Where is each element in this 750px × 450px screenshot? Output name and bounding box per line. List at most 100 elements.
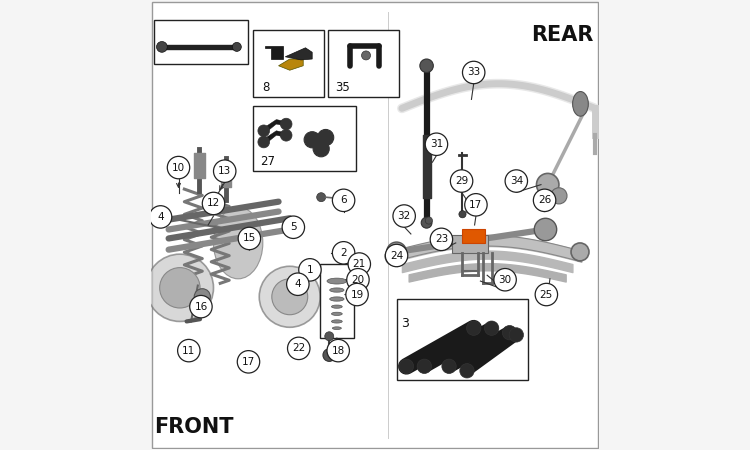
Circle shape — [386, 248, 404, 266]
Circle shape — [459, 211, 466, 218]
Circle shape — [160, 268, 200, 308]
Text: 4: 4 — [158, 212, 164, 222]
Text: 35: 35 — [335, 81, 350, 94]
Text: 17: 17 — [470, 200, 482, 210]
Circle shape — [288, 220, 298, 230]
Circle shape — [346, 269, 369, 291]
Circle shape — [484, 321, 499, 335]
Text: 5: 5 — [290, 222, 297, 232]
Circle shape — [282, 216, 304, 239]
Circle shape — [332, 189, 355, 212]
Text: 2: 2 — [340, 248, 347, 258]
Circle shape — [258, 125, 269, 137]
Circle shape — [280, 130, 292, 141]
Circle shape — [362, 51, 370, 60]
Text: 18: 18 — [332, 346, 345, 356]
Ellipse shape — [466, 198, 475, 202]
Circle shape — [167, 156, 190, 179]
Circle shape — [503, 325, 517, 340]
Ellipse shape — [332, 320, 342, 323]
Text: 12: 12 — [207, 198, 220, 208]
Text: 30: 30 — [499, 275, 512, 285]
Circle shape — [214, 160, 236, 182]
Circle shape — [238, 227, 260, 250]
Circle shape — [260, 266, 320, 327]
FancyBboxPatch shape — [328, 30, 399, 97]
Circle shape — [533, 189, 556, 212]
FancyBboxPatch shape — [152, 2, 598, 448]
Circle shape — [325, 332, 334, 341]
FancyBboxPatch shape — [253, 30, 324, 97]
Text: 20: 20 — [352, 275, 364, 285]
Text: REAR: REAR — [532, 25, 594, 45]
Circle shape — [194, 289, 210, 305]
Circle shape — [286, 273, 309, 296]
Ellipse shape — [332, 305, 342, 308]
Text: 27: 27 — [260, 155, 275, 167]
Text: 13: 13 — [218, 166, 231, 176]
Circle shape — [536, 284, 557, 306]
Ellipse shape — [327, 278, 346, 284]
Text: 21: 21 — [352, 259, 366, 269]
Circle shape — [323, 349, 335, 361]
Circle shape — [178, 339, 200, 362]
Circle shape — [146, 254, 214, 321]
Circle shape — [272, 279, 308, 315]
Text: 24: 24 — [390, 251, 404, 261]
Polygon shape — [262, 120, 287, 133]
Circle shape — [425, 133, 448, 155]
Circle shape — [149, 206, 172, 228]
Ellipse shape — [466, 210, 475, 213]
Circle shape — [280, 118, 292, 130]
Circle shape — [202, 192, 225, 215]
Text: 26: 26 — [538, 195, 551, 205]
Circle shape — [287, 337, 310, 360]
Text: 17: 17 — [242, 357, 255, 367]
Circle shape — [425, 217, 433, 224]
Circle shape — [494, 269, 516, 291]
FancyBboxPatch shape — [452, 235, 488, 253]
Circle shape — [534, 218, 556, 241]
Circle shape — [237, 351, 260, 373]
Polygon shape — [265, 45, 283, 59]
Text: FRONT: FRONT — [154, 417, 234, 437]
Text: 11: 11 — [182, 346, 196, 356]
Circle shape — [190, 296, 212, 318]
FancyBboxPatch shape — [253, 106, 356, 171]
Circle shape — [399, 359, 413, 374]
Text: 29: 29 — [455, 176, 468, 186]
Circle shape — [298, 259, 321, 281]
Circle shape — [157, 41, 167, 52]
Text: 15: 15 — [243, 234, 256, 243]
Circle shape — [550, 188, 567, 204]
Text: 10: 10 — [172, 162, 185, 173]
Text: 1: 1 — [307, 265, 314, 275]
Circle shape — [304, 132, 320, 148]
FancyBboxPatch shape — [320, 264, 354, 338]
Circle shape — [258, 136, 269, 148]
Circle shape — [232, 42, 242, 51]
Text: 16: 16 — [194, 302, 208, 312]
Circle shape — [571, 243, 589, 261]
Circle shape — [317, 130, 334, 146]
Text: 8: 8 — [262, 81, 269, 94]
Ellipse shape — [330, 297, 344, 301]
Polygon shape — [278, 59, 303, 70]
Circle shape — [393, 205, 416, 227]
Text: 23: 23 — [435, 234, 448, 244]
Circle shape — [420, 59, 434, 72]
FancyBboxPatch shape — [463, 229, 485, 243]
Circle shape — [387, 242, 406, 262]
Ellipse shape — [466, 204, 475, 207]
Circle shape — [505, 170, 527, 192]
Ellipse shape — [332, 312, 342, 315]
Circle shape — [536, 173, 559, 196]
Text: 33: 33 — [467, 68, 480, 77]
Circle shape — [466, 321, 481, 335]
Circle shape — [422, 217, 432, 228]
Circle shape — [332, 242, 355, 264]
Ellipse shape — [572, 91, 588, 116]
Polygon shape — [262, 131, 287, 144]
Text: 3: 3 — [401, 317, 409, 330]
Text: 19: 19 — [350, 289, 364, 300]
